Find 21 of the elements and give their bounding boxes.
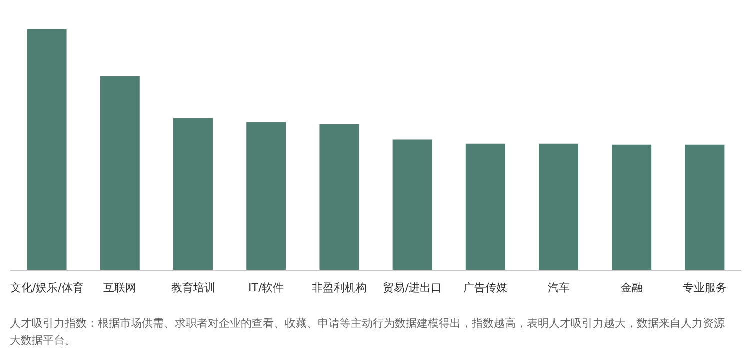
x-tick-label: 互联网 (104, 282, 137, 294)
bar (392, 140, 432, 270)
x-tick-label: 文化/娱乐/体育 (10, 282, 84, 294)
bar (174, 118, 213, 270)
bar (100, 76, 140, 270)
x-tick-label: 汽车 (548, 282, 570, 294)
text: 人才吸引力指数：根据市场供需、求职者对企业的查看、收藏、申请等主动行为数据建模得出，指数越高，表明人才吸引力越大，数据来自人力资源大数据平台。 (10, 316, 725, 349)
bar (246, 122, 286, 270)
bar (320, 124, 360, 270)
x-tick-label: 非盈利机构 (312, 282, 367, 294)
x-tick-label: 贸易/进出口 (383, 282, 442, 294)
bar (466, 144, 506, 270)
x-tick-label: 金融 (620, 282, 643, 294)
x-tick-label: 专业服务 (682, 282, 727, 294)
bar (539, 144, 578, 270)
bar (685, 144, 725, 270)
x-tick-label: 广告传媒 (464, 282, 508, 294)
x-tick-label: IT/软件 (248, 282, 284, 294)
x-tick-label: 教育培训 (171, 282, 216, 294)
bar (27, 29, 67, 270)
bar (612, 144, 652, 270)
